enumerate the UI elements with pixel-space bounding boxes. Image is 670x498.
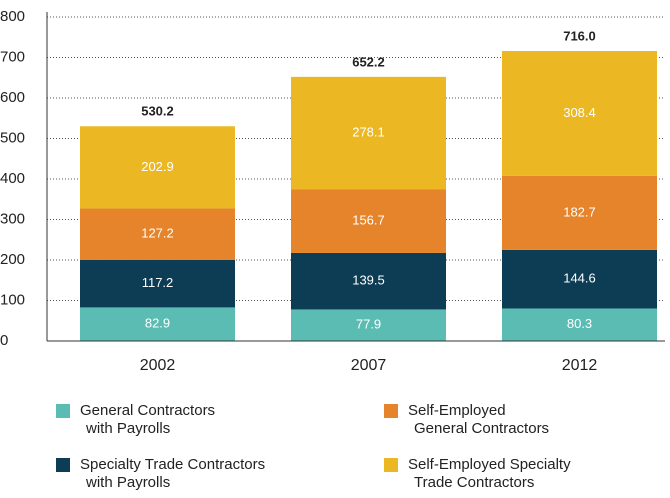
bar-segment — [291, 309, 446, 341]
legend-swatch — [56, 404, 70, 418]
data-label: 127.2 — [141, 226, 174, 241]
legend-swatch — [384, 458, 398, 472]
legend-item: Specialty Trade Contractors with Payroll… — [56, 456, 265, 492]
legend-swatch — [384, 404, 398, 418]
legend-item: Self-Employed General Contractors — [384, 402, 549, 438]
bar-segment — [291, 189, 446, 253]
bar-segment — [80, 307, 235, 341]
bar-segment — [80, 126, 235, 209]
legend-item: General Contractors with Payrolls — [56, 402, 215, 438]
y-tick-label: 200 — [0, 251, 25, 268]
y-tick-label: 300 — [0, 210, 25, 227]
bar-segment — [291, 76, 446, 190]
bar-segment — [502, 249, 657, 309]
bar-segment — [291, 252, 446, 310]
data-label: 77.9 — [356, 317, 381, 332]
data-label: 278.1 — [352, 125, 385, 140]
data-label: 308.4 — [563, 105, 596, 120]
y-tick-label: 700 — [0, 48, 25, 65]
x-tick-label: 2012 — [562, 357, 598, 374]
y-tick-label: 0 — [0, 332, 8, 349]
bar-segment — [502, 175, 657, 250]
total-label: 530.2 — [141, 104, 174, 119]
total-label: 716.0 — [563, 28, 596, 43]
data-label: 80.3 — [567, 316, 592, 331]
chart: 0 100 200 300 400 500 600 700 800 2002 82.9 117.2 12… — [0, 8, 665, 374]
bar-segment — [80, 208, 235, 260]
legend-label: Self-Employed General Contractors — [408, 402, 550, 437]
data-label: 156.7 — [352, 213, 385, 228]
data-label: 144.6 — [563, 271, 596, 286]
bar-segment — [80, 259, 235, 308]
x-tick-label: 2007 — [351, 357, 387, 374]
y-tick-label: 800 — [0, 8, 25, 25]
legend-label: General Contractors with Payrolls — [80, 402, 216, 437]
bar-segment — [502, 308, 657, 341]
bar-segment — [502, 51, 657, 176]
data-label: 117.2 — [142, 275, 174, 290]
legend-swatch — [56, 458, 70, 472]
y-tick-label: 400 — [0, 170, 25, 187]
legend-label: Specialty Trade Contractors with Payroll… — [80, 456, 266, 491]
data-label: 202.9 — [141, 159, 174, 174]
y-tick-label: 100 — [0, 291, 25, 308]
legend-item: Self-Employed Specialty Trade Contractor… — [384, 456, 571, 492]
data-label: 139.5 — [352, 273, 385, 288]
y-tick-label: 500 — [0, 129, 25, 146]
legend-label: Self-Employed Specialty Trade Contractor… — [408, 456, 571, 491]
data-label: 82.9 — [145, 316, 170, 331]
data-label: 182.7 — [563, 204, 596, 219]
total-label: 652.2 — [352, 54, 385, 69]
y-tick-label: 600 — [0, 89, 25, 106]
x-tick-label: 2002 — [140, 357, 176, 374]
